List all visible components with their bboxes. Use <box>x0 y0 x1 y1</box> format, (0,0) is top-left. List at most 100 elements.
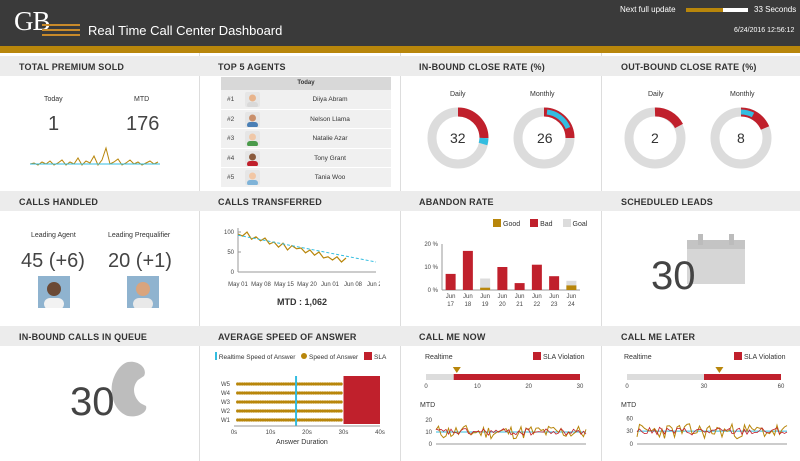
speed-dot <box>249 418 254 422</box>
agent-rank: #3 <box>227 135 235 142</box>
speed-dot <box>323 382 327 386</box>
speed-dot <box>245 409 249 413</box>
bar-goal <box>566 280 577 290</box>
y-tick-label: 0 <box>429 442 433 448</box>
speed-dot <box>275 400 279 404</box>
speed-dot <box>265 391 270 395</box>
speed-dot <box>245 418 249 422</box>
inbound-daily-ring-cyan <box>478 137 489 146</box>
outbound-close-gauges <box>624 107 772 169</box>
speed-dot <box>316 382 320 386</box>
speed-dot <box>291 400 295 404</box>
speed-dot <box>279 400 283 404</box>
speed-dot <box>249 382 254 386</box>
panel-title-outbound-close: OUT-BOUND CLOSE RATE (%) <box>621 62 757 72</box>
speed-dot <box>275 391 279 395</box>
panel-title-premium: TOTAL PREMIUM SOLD <box>19 62 125 72</box>
speed-dot <box>325 400 329 404</box>
y-tick-label: 20 % <box>424 242 438 248</box>
agent-rank: #2 <box>227 115 235 123</box>
speed-dot <box>254 382 258 386</box>
agent-rank: #1 <box>227 96 235 103</box>
speed-dot <box>332 418 336 422</box>
speed-dot <box>240 382 244 386</box>
speed-dot <box>247 418 251 422</box>
speed-dot <box>298 400 302 404</box>
speed-dot <box>305 391 309 395</box>
speed-dot <box>252 409 256 413</box>
y-tick-label: 100 <box>224 230 235 236</box>
speed-dot <box>249 409 254 413</box>
call-me-now-sla-label: SLA Violation <box>543 354 585 361</box>
speed-dot <box>277 418 281 422</box>
speed-dot <box>282 400 286 404</box>
speed-dot <box>286 418 290 422</box>
y-tick-label: W1 <box>221 418 231 424</box>
agent-name: Nelson Llama <box>310 115 350 123</box>
premium-sparkline <box>30 146 160 166</box>
transfer-series-line <box>237 231 347 263</box>
speed-dot <box>330 391 334 395</box>
agent-row: #5 Tania Woo <box>221 168 391 188</box>
speed-dot <box>272 418 277 422</box>
legend-swatch-sla-violation <box>533 352 541 360</box>
speed-dot <box>298 382 302 386</box>
agent-name: Tony Grant <box>314 154 346 162</box>
outbound-daily-label: Daily <box>648 91 664 98</box>
speed-dot <box>337 400 341 404</box>
speed-dot <box>284 382 288 386</box>
call-me-later-mtd-label: MTD <box>621 402 637 409</box>
x-tick-label: Jun <box>480 294 490 300</box>
speed-dot <box>325 409 329 413</box>
speed-dot <box>277 400 281 404</box>
panel-title-speed: AVERAGE SPEED OF ANSWER <box>218 332 357 342</box>
speed-dot <box>332 382 336 386</box>
speed-dot <box>236 418 240 422</box>
speed-dot <box>261 400 265 404</box>
leading-prequalifier-avatar <box>127 276 159 308</box>
bar-bad <box>462 250 473 290</box>
panel-title-call-me-later: CALL ME LATER <box>621 332 696 342</box>
speed-dot <box>245 382 249 386</box>
speed-dot <box>314 400 318 404</box>
transfer-trend-line <box>237 234 377 263</box>
panel-title-inbound-close: IN-BOUND CLOSE RATE (%) <box>419 62 545 72</box>
legend-sla: SLA <box>374 354 387 361</box>
speed-dot <box>328 400 332 404</box>
speed-dot <box>323 418 327 422</box>
speed-dot <box>325 382 329 386</box>
speed-dot <box>272 382 277 386</box>
speed-dot <box>300 391 304 395</box>
header-bar: GB Real Time Call Center Dashboard Next … <box>0 0 800 46</box>
speed-dot <box>256 391 260 395</box>
next-update-seconds: 33 Seconds <box>754 5 797 14</box>
speed-dot <box>286 409 290 413</box>
bar-bad <box>497 267 508 290</box>
speed-dot <box>256 382 260 386</box>
outbound-monthly-label: Monthly <box>730 91 755 98</box>
speed-dot <box>334 382 339 386</box>
x-tick-label: May 20 <box>297 282 317 288</box>
speed-dot <box>279 382 283 386</box>
x-tick-label: Jun <box>498 294 508 300</box>
speed-dot <box>300 382 304 386</box>
agent-name: Diiya Abram <box>312 96 348 103</box>
speed-dot <box>284 391 288 395</box>
speed-dot <box>249 400 254 404</box>
x-tick-label: 0s <box>231 430 237 436</box>
panel-title-scheduled-leads: SCHEDULED LEADS <box>621 197 714 207</box>
speed-dot <box>302 382 306 386</box>
column-separator <box>400 53 401 461</box>
speed-dot <box>339 400 343 404</box>
speed-legend: Realtime Speed of Answer Speed of Answer… <box>215 352 386 361</box>
legend-realtime: Realtime Speed of Answer <box>218 354 296 361</box>
premium-mtd-label: MTD <box>134 96 150 103</box>
speed-dot <box>337 409 341 413</box>
speed-dot <box>328 409 332 413</box>
speed-dot <box>307 409 311 413</box>
speed-dot <box>236 409 240 413</box>
speed-dot <box>291 382 295 386</box>
speed-dot <box>302 391 306 395</box>
speed-dot <box>261 418 265 422</box>
